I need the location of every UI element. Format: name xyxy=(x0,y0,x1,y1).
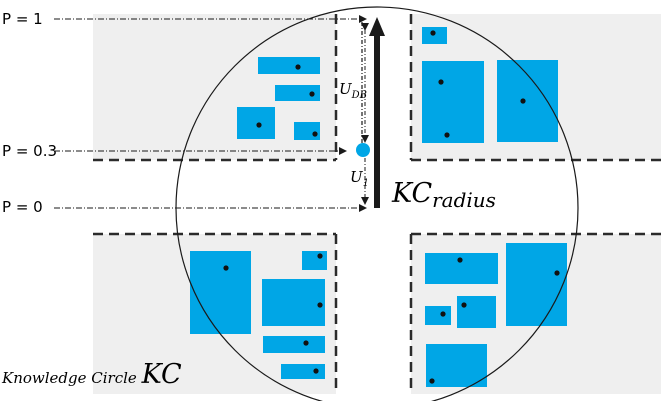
building xyxy=(425,306,451,325)
occupant-dot xyxy=(554,270,560,276)
u1-label: U1 xyxy=(350,168,370,189)
kc-radius-sub: radius xyxy=(432,188,496,212)
probability-label-zero: P = 0 xyxy=(2,198,43,216)
occupant-dot xyxy=(313,368,319,374)
building xyxy=(262,279,325,326)
building xyxy=(281,364,325,379)
occupant-dot xyxy=(295,64,301,70)
knowledge-circle-caption: Knowledge Circle KC xyxy=(2,359,182,390)
occupant-dot xyxy=(303,340,309,346)
building xyxy=(506,243,567,326)
building xyxy=(422,61,484,143)
occupant-dot xyxy=(461,302,467,308)
occupant-dot xyxy=(440,311,446,317)
building xyxy=(190,251,251,334)
occupant-dot xyxy=(429,378,435,384)
occupant-dots xyxy=(223,30,560,384)
u1-label-sub: 1 xyxy=(362,178,370,189)
radius-arrow-head xyxy=(369,17,385,36)
road-edges xyxy=(93,14,661,394)
building xyxy=(422,27,447,44)
building xyxy=(425,253,498,284)
occupant-dot xyxy=(520,98,526,104)
building xyxy=(497,60,558,142)
occupant-dot xyxy=(438,79,444,85)
probability-label-one: P = 1 xyxy=(2,10,43,28)
caption-text: Knowledge Circle xyxy=(2,369,142,387)
caption-kc-symbol: KC xyxy=(141,359,182,390)
occupant-dot xyxy=(223,265,229,271)
building xyxy=(237,107,275,139)
building xyxy=(302,251,327,270)
occupant-dot xyxy=(457,257,463,263)
building xyxy=(457,296,496,328)
building xyxy=(258,57,320,74)
kc-radius-main: KC xyxy=(392,178,433,209)
occupant-dot xyxy=(312,131,318,137)
probability-label-point-three: P = 0.3 xyxy=(2,142,58,160)
building xyxy=(263,336,325,353)
occupant-dot xyxy=(430,30,436,36)
ego-vehicle-dot xyxy=(356,143,370,157)
occupant-dot xyxy=(317,253,323,259)
building xyxy=(426,344,487,387)
occupant-dot xyxy=(256,122,262,128)
occupant-dot xyxy=(309,91,315,97)
kc-radius-label: KCradius xyxy=(392,178,496,212)
building xyxy=(294,122,320,140)
u-db-label-main: U xyxy=(339,80,352,98)
u-db-label-sub: DB xyxy=(351,90,368,101)
u-db-label: UDB xyxy=(339,80,368,101)
building xyxy=(275,85,320,101)
occupant-dot xyxy=(444,132,450,138)
occupant-dot xyxy=(317,302,323,308)
u1-label-main: U xyxy=(350,168,363,186)
